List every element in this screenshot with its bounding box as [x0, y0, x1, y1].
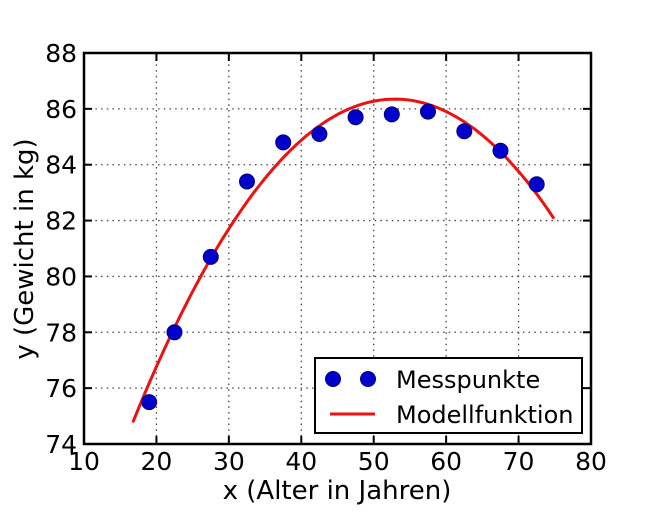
legend-marker-dot-icon — [360, 371, 376, 387]
y-tick-label: 78 — [45, 318, 77, 347]
x-tick-labels: 10 20 30 40 50 60 70 80 — [68, 447, 607, 476]
y-tick-label: 84 — [45, 151, 77, 180]
legend-label-messpunkte: Messpunkte — [396, 366, 540, 394]
data-point — [166, 324, 183, 341]
x-tick-label: 20 — [141, 447, 173, 476]
data-point — [456, 123, 473, 140]
x-tick-label: 50 — [358, 447, 390, 476]
data-point — [239, 173, 255, 190]
data-point — [420, 103, 436, 120]
y-tick-label: 74 — [45, 430, 77, 459]
data-point — [275, 134, 292, 151]
y-tick-label: 88 — [45, 39, 77, 68]
legend-box — [314, 357, 583, 434]
data-points — [141, 103, 545, 411]
y-tick-label: 76 — [45, 374, 77, 403]
plot-border — [82, 51, 593, 446]
y-axis-label: y (Gewicht in kg) — [10, 138, 40, 359]
x-tick-label: 80 — [575, 447, 607, 476]
data-point — [492, 142, 509, 159]
data-point — [202, 248, 219, 265]
y-tick-label: 86 — [45, 95, 77, 124]
legend: Messpunkte Modellfunktion — [314, 357, 583, 434]
legend-label-modellfunktion: Modellfunktion — [396, 401, 573, 429]
data-point — [528, 176, 545, 193]
legend-marker-dot-icon — [325, 371, 341, 387]
x-tick-label: 60 — [430, 447, 462, 476]
data-point — [347, 109, 364, 126]
model-curve-line — [131, 97, 555, 423]
x-tick-label: 10 — [68, 447, 100, 476]
x-tick-label: 30 — [213, 447, 245, 476]
data-point — [311, 126, 328, 142]
y-tick-label: 82 — [45, 207, 77, 236]
x-tick-label: 70 — [503, 447, 535, 476]
x-tick-label: 40 — [285, 447, 317, 476]
data-point — [141, 394, 158, 411]
tick-marks — [83, 52, 592, 445]
y-tick-label: 80 — [45, 262, 77, 291]
data-point — [383, 106, 400, 123]
y-tick-labels: 74 76 78 80 82 84 86 88 — [45, 39, 77, 459]
x-axis-label: x (Alter in Jahren) — [223, 476, 452, 506]
